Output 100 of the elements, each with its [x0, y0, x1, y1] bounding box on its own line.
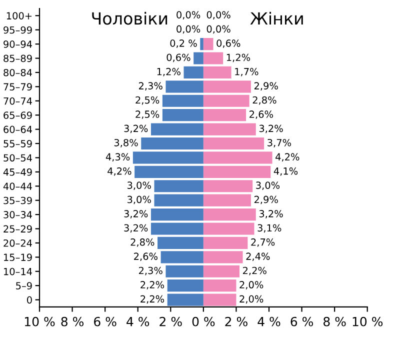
y-tick-label: 85–89: [4, 54, 32, 62]
bar: [141, 137, 204, 150]
x-tick-label: 4 %: [258, 316, 280, 326]
bar: [203, 265, 240, 278]
bar: [203, 152, 272, 164]
y-tick-label: 80–84: [4, 68, 32, 76]
bar: [203, 251, 243, 264]
data-label: 3,0%: [128, 182, 151, 190]
bar: [134, 166, 204, 178]
x-tick-label: 2 %: [225, 316, 248, 326]
y-tick-label: 40–44: [3, 182, 32, 190]
data-label: 0,6%: [166, 54, 190, 62]
bar: [160, 251, 204, 264]
text: Жінки: [250, 12, 303, 24]
y-tick-label: 0: [27, 296, 32, 304]
data-label: 3,0%: [256, 182, 280, 190]
y-tick-label: 90–94: [4, 40, 32, 48]
bar: [203, 194, 251, 206]
data-label: 2,7%: [251, 238, 275, 247]
x-tick-label: 8 %: [61, 316, 84, 326]
y-tick-label: 70–74: [4, 97, 32, 105]
data-label: 3,2%: [259, 124, 283, 134]
data-label: 4,1%: [274, 167, 298, 176]
data-label: 2,2%: [140, 295, 164, 304]
data-label: 3,2%: [124, 224, 148, 233]
data-label: 2,4%: [246, 252, 270, 261]
text: Чоловіки: [92, 12, 168, 25]
y-tick-label: 75–79: [4, 83, 32, 91]
bar: [150, 123, 204, 136]
y-tick-label: 95–99: [4, 26, 32, 34]
x-tick-label: 2 %: [160, 316, 182, 326]
data-label: 3,1%: [258, 224, 282, 233]
data-label: 3,7%: [268, 138, 292, 148]
bar: [203, 66, 232, 78]
bar: [203, 294, 236, 306]
bar: [200, 38, 204, 50]
x-tick-label: 8 %: [324, 316, 346, 326]
y-tick-label: 55–59: [4, 140, 32, 148]
y-tick-label: 45–49: [3, 168, 32, 176]
data-label: 2,9%: [254, 82, 278, 90]
bar: [166, 80, 204, 93]
data-label: 2,3%: [138, 266, 162, 276]
y-tick-label: 10–14: [4, 268, 32, 276]
data-label: 0,0%: [206, 25, 230, 34]
x-tick-label: 4 %: [126, 316, 150, 326]
data-label: 3,2%: [124, 210, 148, 218]
bar: [150, 208, 204, 221]
data-label: 2,6%: [134, 252, 158, 261]
y-tick-label: 30–34: [4, 211, 32, 218]
bar: [203, 52, 224, 64]
bar: [203, 222, 254, 235]
bar: [203, 280, 236, 292]
x-tick-label: 10 %: [352, 316, 383, 326]
bar: [150, 222, 204, 235]
data-label: 1,2%: [226, 54, 250, 62]
bar: [203, 109, 246, 122]
bar: [184, 66, 204, 78]
bar: [162, 94, 204, 107]
bar: [166, 265, 204, 278]
data-label: 2,0%: [240, 281, 264, 290]
x-tick-label: 0 %: [192, 316, 215, 326]
data-label: 0,0%: [176, 25, 200, 34]
x-tick-label: 6 %: [94, 316, 116, 326]
bar: [203, 94, 250, 107]
y-tick-label: 25–29: [4, 225, 32, 233]
data-label: 2,8%: [130, 238, 154, 247]
y-tick-label: 20–24: [4, 239, 32, 247]
data-label: 4,2%: [276, 153, 300, 162]
data-label: 2,2%: [140, 281, 164, 290]
y-tick-label: 50–54: [4, 154, 32, 162]
data-label: 2,8%: [252, 96, 276, 105]
y-tick-label: 100+: [6, 12, 32, 20]
bar: [203, 123, 256, 136]
data-label: 2,0%: [240, 295, 264, 304]
data-label: 3,8%: [114, 138, 138, 148]
data-label: 1,2%: [157, 68, 180, 76]
data-label: 1,7%: [235, 68, 258, 76]
y-tick-label: 60–64: [4, 126, 32, 134]
data-label: 2,6%: [250, 110, 273, 119]
bar: [162, 109, 204, 122]
data-label: 4,3%: [106, 153, 130, 162]
data-label: 2,5%: [136, 110, 160, 119]
bar: [167, 294, 204, 306]
bar: [203, 236, 248, 249]
bar: [194, 52, 204, 64]
y-tick-label: 35–39: [4, 196, 32, 204]
bar: [154, 180, 204, 192]
y-tick-label: 15–19: [4, 254, 32, 262]
data-label: 3,0%: [128, 196, 151, 204]
bar: [203, 137, 264, 150]
x-tick-label: 6 %: [290, 316, 313, 326]
data-label: 3,2%: [259, 210, 283, 218]
bar: [203, 180, 253, 192]
data-label: 0,0%: [206, 11, 230, 20]
data-label: 2,2%: [242, 266, 266, 276]
data-label: 4,2%: [108, 167, 132, 176]
y-tick-label: 65–69: [4, 112, 32, 119]
bar: [167, 280, 204, 292]
bar: [132, 152, 204, 164]
x-tick-label: 10 %: [24, 316, 55, 326]
